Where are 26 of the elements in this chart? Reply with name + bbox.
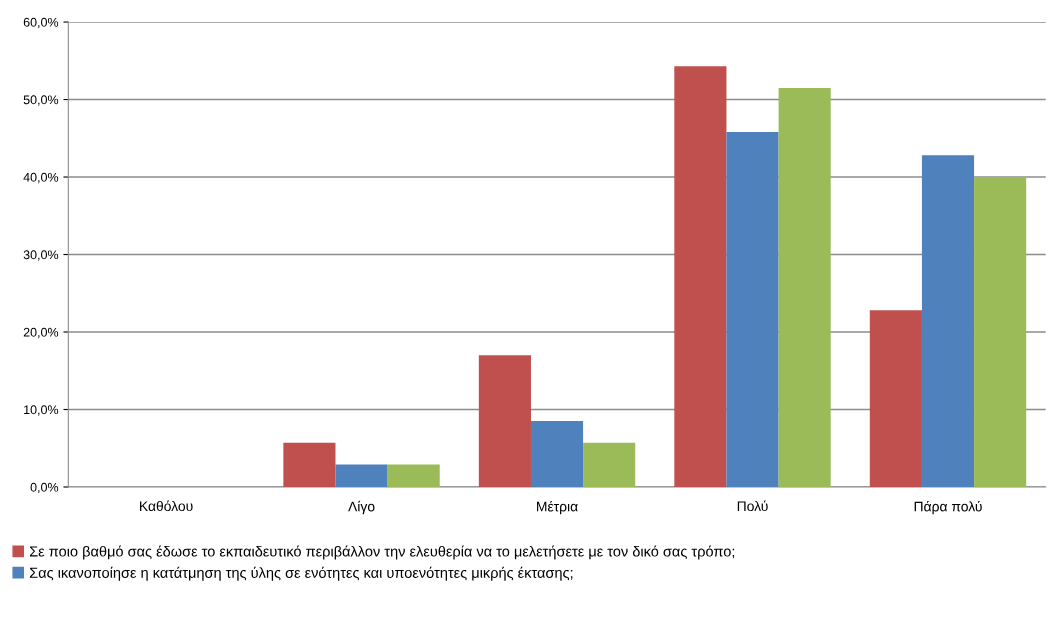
bar (583, 442, 636, 487)
bar (387, 464, 440, 487)
y-tick-label: 20,0% (23, 327, 59, 339)
x-tick-label: Πολύ (737, 500, 768, 512)
y-tick-label: 0,0% (30, 482, 59, 494)
bar (974, 177, 1027, 487)
bar (726, 132, 779, 487)
x-tick-label: Καθόλου (140, 500, 193, 512)
bar (674, 66, 727, 487)
bar (921, 155, 975, 487)
bar (335, 464, 388, 487)
y-tick-label: 50,0% (23, 95, 59, 106)
x-tick-label: Μέτρια (537, 500, 578, 515)
bar (283, 442, 336, 487)
y-tick-label: 60,0% (23, 17, 59, 29)
bar (869, 310, 922, 487)
y-tick-label: 10,0% (24, 405, 59, 416)
legend-label: Σε ποιο βαθμό σας έδωσε το εκπαιδευτικό περιβάλλον την ελευθερία να το μελετήσετε με τον δικό σας τρόπο; (29, 545, 735, 560)
bar (478, 355, 531, 487)
x-tick-label: Λίγο (348, 500, 375, 515)
bar (530, 421, 584, 487)
y-tick-label: 40,0% (23, 172, 59, 184)
bar (778, 87, 831, 487)
y-tick-label: 30,0% (23, 250, 59, 261)
x-tick-label: Πάρα πολύ (914, 500, 982, 515)
legend-label: Σας ικανοποίησε η κατάτμηση της ύλης σε ενότητες και υποενότητες μικρής έκτασης; (29, 566, 573, 581)
